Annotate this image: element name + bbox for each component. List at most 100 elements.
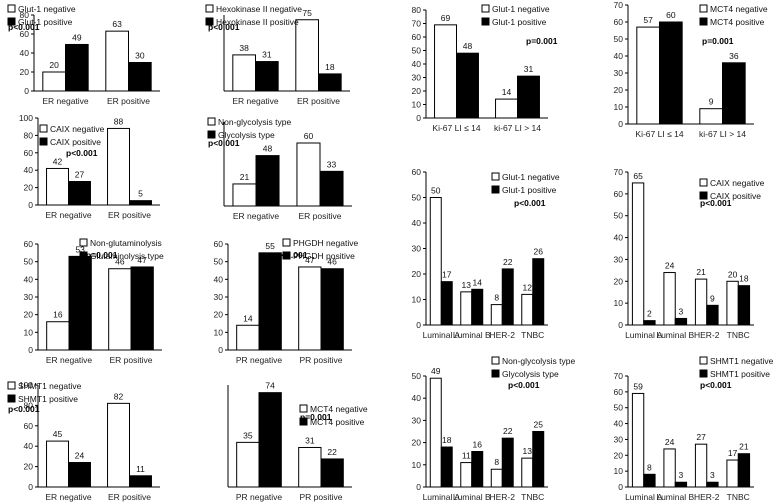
data-label: 25 xyxy=(534,420,544,430)
bar-positive xyxy=(471,450,484,488)
y-tick-label: 60 xyxy=(614,189,624,199)
legend-swatch xyxy=(699,178,708,187)
y-tick-label: 20 xyxy=(614,276,624,286)
bar-negative xyxy=(495,98,519,119)
data-label: 12 xyxy=(523,282,533,292)
legend-label: MCT4 positive xyxy=(310,417,365,427)
bar-negative xyxy=(429,197,442,326)
legend-swatch xyxy=(699,356,708,365)
y-tick-label: 100 xyxy=(19,380,33,390)
bar-positive xyxy=(440,446,453,488)
legend-label: Hexokinase II positive xyxy=(216,17,299,27)
p-value-label: p<0.001 xyxy=(276,250,308,260)
data-label: 20 xyxy=(49,60,59,70)
y-tick-label: 30 xyxy=(412,244,422,254)
bar-negative xyxy=(42,71,66,92)
y-tick-label: 70 xyxy=(412,19,422,29)
bar-negative xyxy=(631,392,645,488)
bar-positive xyxy=(258,392,282,488)
y-tick-label: 20 xyxy=(24,462,34,472)
data-label: 13 xyxy=(523,446,533,456)
p-value-label: p<0.001 xyxy=(8,404,40,414)
y-tick-label: 20 xyxy=(412,438,422,448)
legend-swatch xyxy=(7,394,16,403)
data-label: 49 xyxy=(72,32,82,42)
y-tick-label: 80 xyxy=(24,400,34,410)
chart-c7: 0 10 20 30 40 50 60 Luminal A 50 17 Luminal B 13 14 H… xyxy=(412,167,560,340)
y-tick-label: 40 xyxy=(24,165,34,175)
legend-label: Non-glycolysis type xyxy=(502,356,575,366)
data-label: 3 xyxy=(679,306,684,316)
legend-label: Glut-1 negative xyxy=(502,172,560,182)
category-label: Luminal A xyxy=(423,330,461,340)
category-label: ER negative xyxy=(46,355,93,365)
bar-positive xyxy=(501,268,514,326)
legend-swatch xyxy=(299,417,308,426)
category-label: Ki-67 LI ≤ 14 xyxy=(635,129,683,139)
data-label: 48 xyxy=(263,144,273,154)
bar-negative xyxy=(490,304,503,326)
data-label: 24 xyxy=(665,437,675,447)
y-tick-label: 10 xyxy=(614,466,624,476)
category-label: Luminal B xyxy=(453,330,491,340)
data-label: 26 xyxy=(534,247,544,257)
y-tick-label: 0 xyxy=(28,200,33,210)
data-label: 8 xyxy=(494,293,499,303)
data-label: 22 xyxy=(503,257,513,267)
chart-c3: 0 10 20 30 40 50 60 70 80 Ki-67 LI ≤ 14 69 48 ki-67 … xyxy=(412,4,558,133)
category-label: ER negative xyxy=(42,96,89,106)
legend-swatch xyxy=(481,4,490,13)
y-tick-label: 0 xyxy=(618,119,623,129)
bar-negative xyxy=(232,183,257,207)
y-tick-label: 0 xyxy=(28,482,33,492)
data-label: 11 xyxy=(462,451,471,461)
data-label: 18 xyxy=(325,62,335,72)
category-label: ER negative xyxy=(45,210,92,220)
legend-label: SHMT1 positive xyxy=(18,394,78,404)
category-label: ER positive xyxy=(299,211,342,221)
y-tick-label: 60 xyxy=(412,167,422,177)
bar-positive xyxy=(130,266,154,351)
y-tick-label: 80 xyxy=(24,130,34,140)
category-label: ER negative xyxy=(45,492,92,502)
legend-label: SHMT1 positive xyxy=(710,369,770,379)
legend-swatch xyxy=(205,4,214,13)
bar-positive xyxy=(320,458,344,488)
bar-negative xyxy=(699,108,724,125)
legend-swatch xyxy=(491,185,500,194)
data-label: 88 xyxy=(114,116,124,126)
y-tick-label: 20 xyxy=(24,183,34,193)
legend-label: Non-glutaminolysis xyxy=(90,238,162,248)
legend-swatch xyxy=(39,137,48,146)
p-value-label: p=0.001 xyxy=(300,412,332,422)
data-label: 46 xyxy=(115,257,125,267)
y-tick-label: 100 xyxy=(19,113,33,123)
category-label: TNBC xyxy=(521,330,544,340)
chart-c2: ER negative 38 31 ER positive 75 18 Hexokinase… xyxy=(205,4,350,106)
bar-negative xyxy=(694,443,708,488)
data-label: 21 xyxy=(696,267,706,277)
data-label: 48 xyxy=(463,41,473,51)
bar-negative xyxy=(298,446,322,488)
bar-positive xyxy=(532,431,545,488)
bar-positive xyxy=(659,21,683,125)
bar-positive xyxy=(722,62,746,125)
legend-swatch xyxy=(282,238,291,247)
y-tick-label: 50 xyxy=(412,371,422,381)
y-tick-label: 20 xyxy=(412,86,422,96)
y-tick-label: 60 xyxy=(614,387,624,397)
p-value-label: p=0.001 xyxy=(526,36,558,46)
legend-label: Glut-1 positive xyxy=(492,17,547,27)
category-label: ER positive xyxy=(108,492,151,502)
legend-swatch xyxy=(282,251,291,260)
legend-label: MCT4 negative xyxy=(710,4,768,14)
data-label: 53 xyxy=(75,244,85,254)
y-tick-label: 30 xyxy=(614,68,624,78)
legend-label: Glut-1 positive xyxy=(502,185,557,195)
bar-negative xyxy=(295,19,320,92)
bar-positive xyxy=(501,437,514,488)
bar-negative xyxy=(429,377,442,488)
y-tick-label: 80 xyxy=(412,5,422,15)
y-tick-label: 60 xyxy=(24,148,34,158)
data-label: 38 xyxy=(239,43,249,53)
